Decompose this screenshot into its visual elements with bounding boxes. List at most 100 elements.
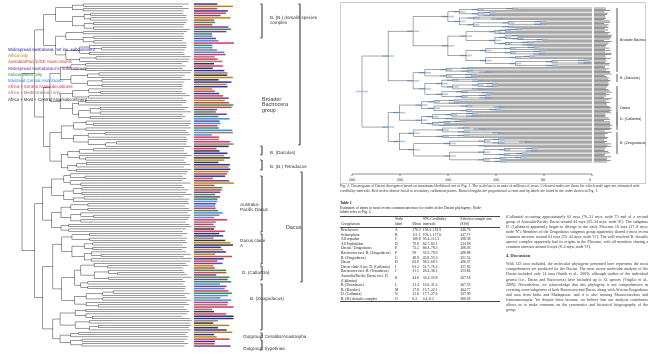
credibility-interval (478, 145, 491, 147)
chronogram-figure: Broader Bactrocera group B. (Daculus) Dacu… (340, 2, 646, 184)
chrono-tip-label (594, 51, 606, 53)
table-cell: 264.77 (460, 287, 471, 292)
chrono-tip-label (594, 56, 606, 58)
chrono-tip-label (594, 137, 609, 138)
chrono-tip-label (594, 85, 608, 86)
chrono-tip-label (594, 115, 606, 116)
table-row: Dacus clade A inc. D. (Callantra) I 63.2 51… (340, 265, 500, 270)
chrono-tip-label (594, 157, 608, 159)
taxon-label (194, 65, 223, 67)
taxon-label (194, 88, 213, 90)
table-cell: B. (B.) dorsalis complex (340, 296, 394, 303)
chrono-tip-label (594, 20, 610, 22)
table-cell: 6.3 (411, 296, 422, 303)
taxon-label (194, 198, 218, 200)
taxon-label (194, 182, 234, 184)
taxon-label (194, 264, 214, 267)
taxon-label (194, 67, 213, 70)
taxon-label (194, 180, 230, 182)
label-dacus: Dacus (286, 225, 302, 231)
taxon-label (194, 326, 219, 329)
taxon-label (194, 141, 231, 143)
chrono-tip-label (594, 63, 610, 64)
credibility-interval (504, 51, 517, 54)
table-cell: 13.7–22.1 (422, 287, 438, 292)
table-cell: B. (Daculus) (341, 287, 360, 292)
time-axis-tick-label: 200 (397, 178, 403, 182)
phylogeny-figure-page: Widespread Australasia, not inc. subcont… (0, 0, 322, 355)
chrono-tip-label (594, 152, 611, 154)
taxon-label (194, 95, 224, 97)
chrono-tip-label (594, 130, 605, 132)
taxon-label (194, 35, 213, 37)
table-header-cell: Effective sample size (ESS) (459, 216, 500, 228)
taxon-label (194, 278, 228, 281)
table-header-cell: Mean (411, 216, 422, 228)
table-row: Dacus H 63.8 58.5–69.5 206.47 (340, 260, 500, 265)
chrono-tip-label (594, 74, 605, 76)
time-axis-tick-label: 100 (493, 178, 499, 182)
chrono-tip-label (594, 117, 609, 119)
body-paragraph-2: With 125 taxa included, the molecular ph… (506, 261, 648, 312)
legend-item: Africa + Mediterranean only (8, 90, 61, 96)
legend-item: Africa + Most + Central Asia/subcontinen… (8, 96, 87, 102)
chrono-tip-label (594, 76, 607, 77)
taxon-label (194, 85, 228, 88)
chrono-tip-label (594, 91, 612, 93)
chrono-tip-label (594, 78, 609, 80)
taxon-label (194, 315, 234, 317)
chrono-tip-label (594, 129, 611, 130)
chrono-tip-label (594, 82, 608, 84)
time-axis-tick-label: 150 (445, 178, 451, 182)
taxon-label (194, 287, 225, 290)
table-cell: F (395, 250, 398, 255)
chrono-tip-label (594, 138, 607, 140)
taxon-label (194, 207, 216, 210)
credibility-interval (455, 90, 468, 93)
credibility-interval (477, 151, 490, 153)
table-cell: 206.47 (460, 260, 471, 265)
table-cell: 111.1 (412, 232, 421, 237)
credibility-interval (477, 159, 490, 161)
time-axis-tick-label: 0 (589, 178, 591, 182)
table-cell: Brachycera (341, 227, 358, 232)
taxon-label (194, 60, 223, 63)
table-cell: B (395, 232, 398, 237)
table-cell: 208.03 (460, 246, 471, 251)
taxon-label (194, 3, 218, 5)
table-cell: Bactrocera excl. B. (Tetradacus) (341, 269, 389, 274)
chrono-tip-label (594, 45, 607, 46)
taxon-label (194, 152, 228, 154)
table-cell: 17.7–27.6 (422, 292, 438, 297)
taxon-label (194, 17, 231, 19)
credibility-interval (460, 35, 473, 37)
chrono-label-daculus: B. (Daculus) (620, 76, 640, 80)
credibility-interval (446, 86, 459, 88)
credibility-interval (460, 54, 473, 57)
table-cell: 70.0 (412, 241, 419, 246)
taxon-label (194, 136, 219, 138)
taxon-label (194, 42, 234, 44)
taxon-label (194, 338, 230, 340)
table-row: B. (B.) dorsalis complex O 6.3 4.4–8.2 380.4… (340, 296, 500, 303)
table-cell: 93.4–111.3 (422, 237, 440, 242)
chrono-tip-label (594, 47, 610, 49)
taxon-label (194, 301, 228, 304)
chrono-tip-label (594, 65, 606, 67)
taxon-label (194, 147, 217, 150)
taxon-label (194, 237, 214, 239)
chrono-tip-label (594, 100, 606, 102)
chrono-tip-label (594, 49, 605, 50)
table-cell: All sepsidae (341, 237, 360, 242)
table-cell: 21.6 (412, 292, 419, 297)
credibility-interval (460, 109, 473, 112)
chrono-tip-label (594, 161, 608, 163)
credibility-interval (461, 67, 474, 69)
taxon-label (194, 37, 217, 40)
label-callantra: D. (Callantra) (242, 270, 270, 275)
label-daculus: B. (Daculus) (270, 150, 296, 155)
chrono-tip-label (594, 30, 605, 32)
chrono-tip-label (594, 60, 607, 62)
node-age-table: Group/taxon Node label Mean 95% Credibility… (340, 216, 500, 303)
chrono-tip-label (594, 144, 608, 146)
